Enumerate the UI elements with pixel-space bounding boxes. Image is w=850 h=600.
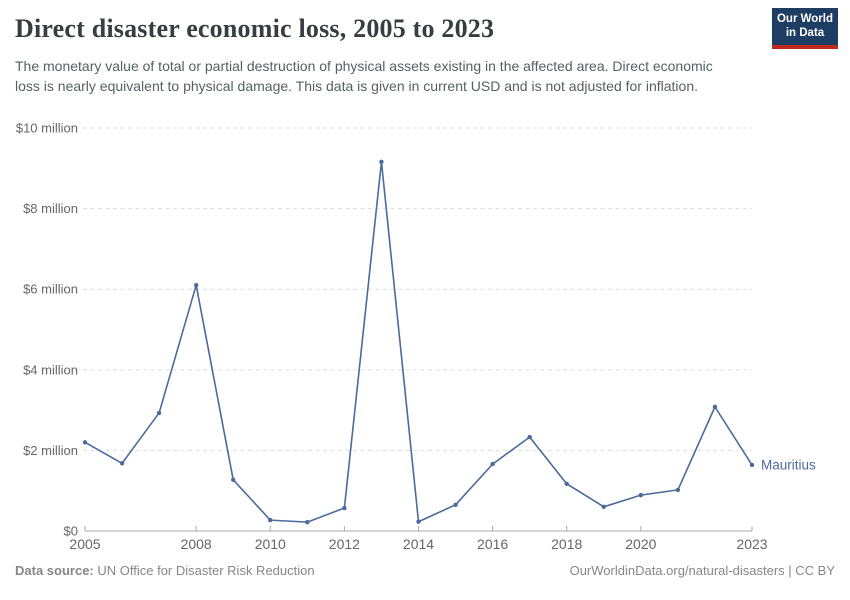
data-point[interactable] <box>749 462 755 468</box>
line-chart[interactable]: $0 $2 million $4 million $6 million $8 milli… <box>0 118 850 564</box>
page-title: Direct disaster economic loss, 2005 to 2… <box>15 14 495 43</box>
data-source-value: UN Office for Disaster Risk Reduction <box>97 563 315 578</box>
series-line[interactable] <box>84 161 753 523</box>
y-axis-tick-label: $6 million <box>23 282 78 297</box>
x-axis-tick-label: 2012 <box>329 536 360 552</box>
x-axis-tick-label: 2020 <box>625 536 656 552</box>
data-source: Data source: UN Office for Disaster Risk… <box>15 563 315 578</box>
y-axis-tick-label: $10 million <box>16 121 78 136</box>
data-point[interactable] <box>119 461 125 466</box>
chart-subtitle: The monetary value of total or partial d… <box>15 58 713 95</box>
data-point[interactable] <box>379 159 384 165</box>
owid-logo-line1: Our World <box>776 12 833 25</box>
x-axis-tick-label: 2023 <box>736 536 767 552</box>
entity-label[interactable]: Mauritius <box>761 457 816 472</box>
x-axis-tick-label: 2008 <box>181 536 212 552</box>
y-axis-tick-label: $2 million <box>23 443 78 458</box>
data-source-label: Data source: <box>15 563 94 578</box>
data-point[interactable] <box>231 477 236 483</box>
data-point[interactable] <box>601 504 606 510</box>
y-axis-tick-label: $4 million <box>23 362 78 377</box>
chart-header: Direct disaster economic loss, 2005 to 2… <box>15 14 765 97</box>
y-axis-tick-label: $8 million <box>23 201 78 216</box>
data-point[interactable] <box>268 517 273 523</box>
chart-footer: Data source: UN Office for Disaster Risk… <box>15 563 835 578</box>
x-axis-tick-label: 2010 <box>255 536 286 552</box>
x-axis-tick-label: 2018 <box>551 536 582 552</box>
data-point[interactable] <box>193 282 199 288</box>
data-point[interactable] <box>342 505 347 511</box>
data-point[interactable] <box>416 519 421 524</box>
data-point[interactable] <box>527 434 532 440</box>
x-axis-tick-label: 2005 <box>69 536 100 552</box>
data-point[interactable] <box>453 502 458 508</box>
x-axis-tick-label: 2014 <box>403 536 434 552</box>
license-link[interactable]: CC BY <box>795 563 835 578</box>
data-point[interactable] <box>712 404 718 410</box>
data-point[interactable] <box>490 461 495 467</box>
data-point[interactable] <box>305 519 310 525</box>
x-axis-tick-label: 2016 <box>477 536 508 552</box>
owid-logo[interactable]: Our World in Data <box>772 8 838 49</box>
data-point[interactable] <box>564 481 569 487</box>
data-point[interactable] <box>156 410 162 416</box>
y-axis-tick-label: $0 <box>64 524 78 539</box>
owid-logo-line2: in Data <box>785 26 825 39</box>
data-point[interactable] <box>638 492 644 498</box>
data-point[interactable] <box>82 440 88 445</box>
data-point[interactable] <box>675 487 681 493</box>
credit-separator: | <box>784 563 796 578</box>
credit-line: OurWorldinData.org/natural-disasters | C… <box>570 563 835 578</box>
owid-link[interactable]: OurWorldinData.org/natural-disasters <box>569 563 785 578</box>
